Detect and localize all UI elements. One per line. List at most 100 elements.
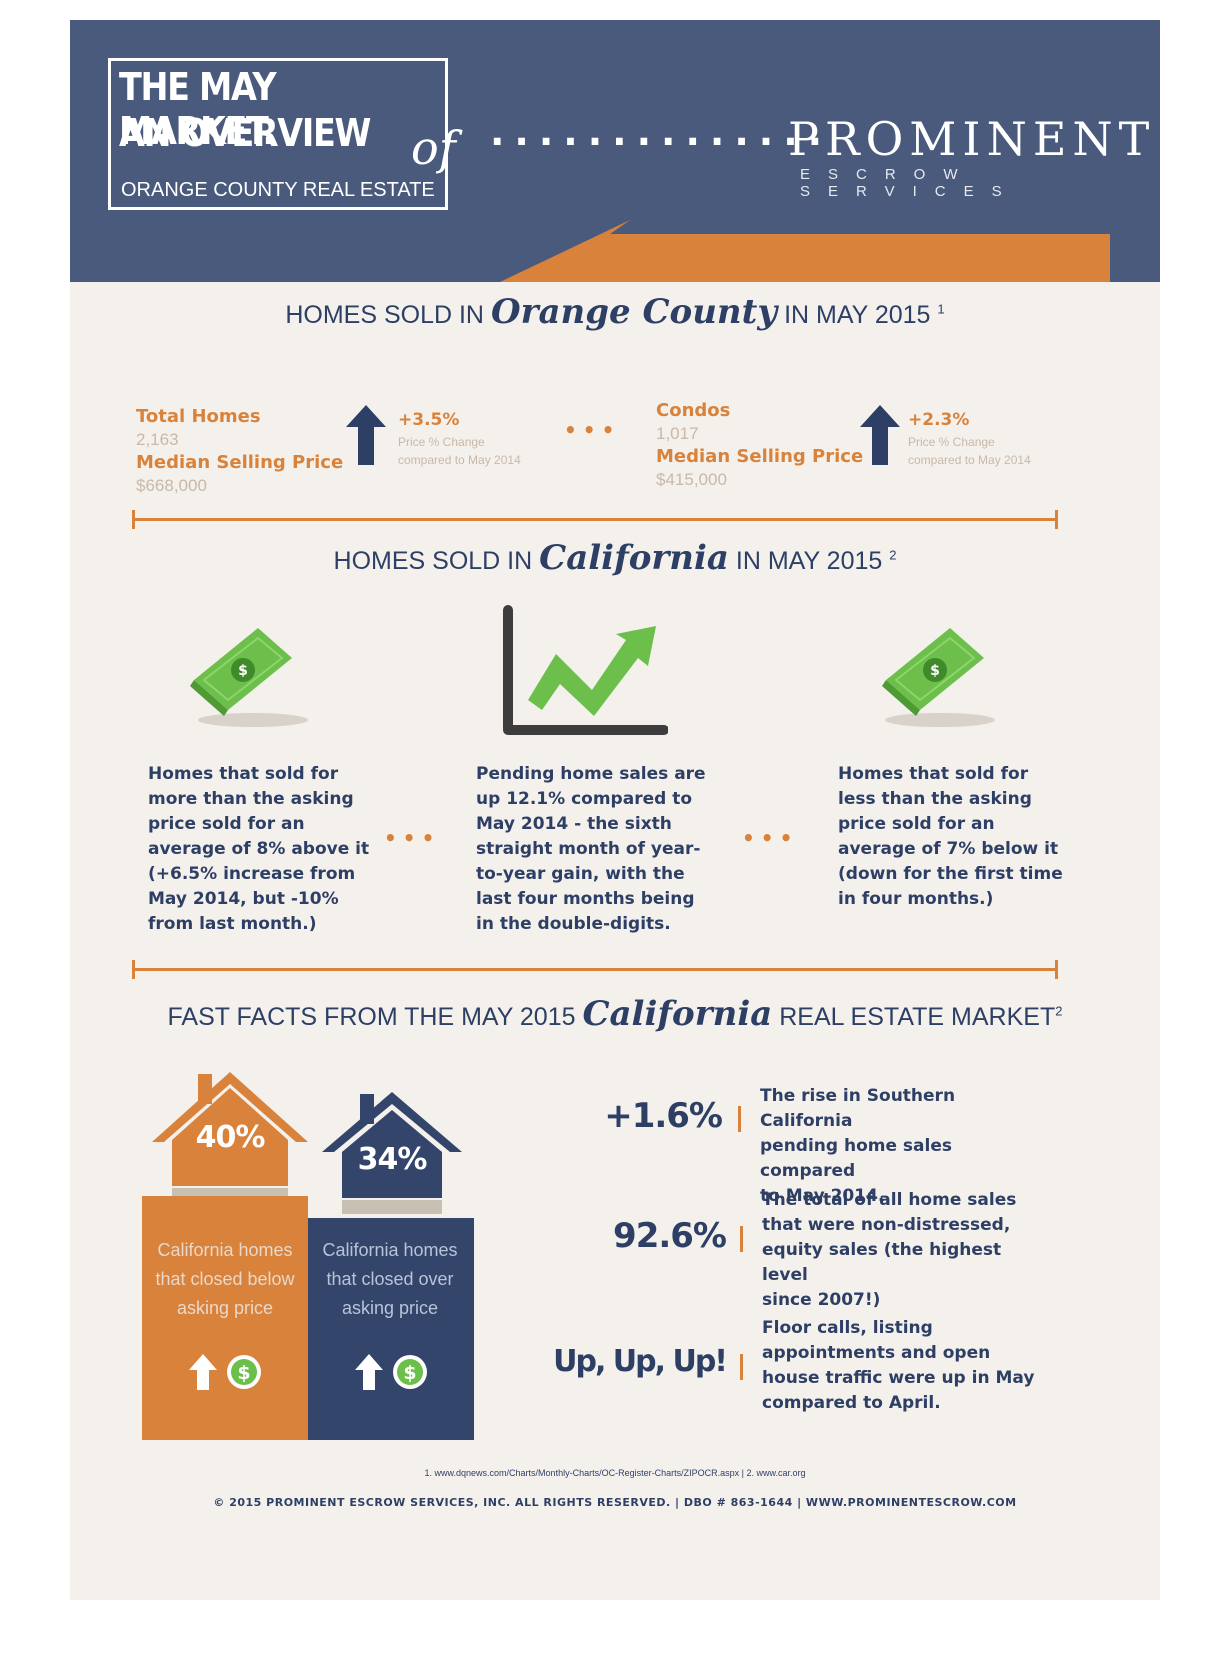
- text-line: (+6.5% increase from: [148, 864, 356, 884]
- text-line: Homes that sold for: [148, 764, 339, 784]
- text-line: in the double-digits.: [476, 914, 671, 934]
- header-stripe: [70, 220, 1160, 282]
- ff-title-script: California: [582, 994, 773, 1034]
- house-blue-icon: [322, 1092, 462, 1214]
- text-line: house traffic were up in May: [762, 1368, 1035, 1388]
- fact-3-text: Floor calls, listing appointments and op…: [762, 1316, 1042, 1416]
- text-line: pending home sales compared: [760, 1136, 952, 1181]
- ca-title-suffix: IN MAY 2015: [735, 547, 883, 575]
- caption-line: asking price: [176, 1298, 274, 1318]
- total-homes-value: 2,163: [136, 430, 179, 449]
- dollar-bill-icon: $: [882, 628, 995, 727]
- oc-median-price-value: $668,000: [136, 476, 207, 495]
- up-dollar-icon: $: [189, 1354, 261, 1390]
- text-line: May 2014, but -10%: [148, 889, 339, 909]
- ca-below-asking-text: Homes that sold for less than the asking…: [838, 762, 1078, 912]
- up-arrow-icon: [346, 405, 386, 465]
- text-line: compared to April.: [762, 1393, 941, 1413]
- house-orange-caption: California homes that closed below askin…: [145, 1236, 305, 1323]
- section-divider: [132, 960, 1058, 979]
- text-line: (down for the first time: [838, 864, 1063, 884]
- oc-median-price-label: Median Selling Price: [136, 452, 344, 473]
- oc-section-title: HOMES SOLD IN Orange County IN MAY 2015 …: [70, 292, 1160, 332]
- ca-title-script: California: [539, 538, 729, 578]
- text-line: from last month.): [148, 914, 317, 934]
- condos-change-note-1: Price % Change: [908, 435, 995, 449]
- orange-column: [142, 1196, 308, 1440]
- text-line: to-year gain, with the: [476, 864, 685, 884]
- text-line: average of 7% below it: [838, 839, 1059, 859]
- caption-line: that closed below: [155, 1269, 295, 1289]
- title-subtitle: ORANGE COUNTY REAL ESTATE: [121, 179, 435, 201]
- svg-text:$: $: [930, 663, 940, 679]
- title-line-1: THE MAY MARKET.: [119, 65, 277, 153]
- caption-line: that closed over: [326, 1269, 454, 1289]
- text-line: appointments and open: [762, 1343, 991, 1363]
- house-blue-caption: California homes that closed over asking…: [310, 1236, 470, 1323]
- text-line: price sold for an: [838, 814, 995, 834]
- header-dots: ..............: [490, 110, 833, 154]
- sources-footnote: 1. www.dqnews.com/Charts/Monthly-Charts/…: [424, 1468, 806, 1478]
- title-line-2: AN OVERVIEW: [119, 111, 371, 155]
- svg-text:$: $: [238, 663, 248, 679]
- ff-footnote-mark: 2: [1055, 1003, 1063, 1019]
- text-line: to May 2014.: [760, 1186, 885, 1206]
- title-box: THE MAY MARKET. AN OVERVIEW of ORANGE CO…: [108, 58, 456, 210]
- oc-separator-dots: •••: [564, 418, 621, 442]
- condos-change-note-2: compared to May 2014: [908, 453, 1031, 467]
- text-line: price sold for an: [148, 814, 305, 834]
- text-line: that were non-distressed,: [762, 1215, 1011, 1235]
- text-line: Homes that sold for: [838, 764, 1029, 784]
- text-line: The total of all home sales: [762, 1190, 1017, 1210]
- text-line: straight month of year-: [476, 839, 701, 859]
- ca-section-title: HOMES SOLD IN California IN MAY 2015 2: [70, 538, 1160, 578]
- text-line: more than the asking: [148, 789, 354, 809]
- svg-text:$: $: [237, 1362, 250, 1384]
- total-homes-change-note-2: compared to May 2014: [398, 453, 521, 467]
- ca-dots-2: •••: [742, 826, 799, 850]
- growth-chart-icon: [503, 605, 668, 735]
- text-line: since 2007!): [762, 1290, 881, 1310]
- fact-2-text: The total of all home sales that were no…: [762, 1188, 1042, 1313]
- copyright-line: © 2015 PROMINENT ESCROW SERVICES, INC. A…: [213, 1496, 1017, 1509]
- ca-footnote-mark: 2: [889, 547, 897, 563]
- oc-title-script: Orange County: [490, 292, 778, 332]
- ca-dots-1: •••: [384, 826, 441, 850]
- fact-2-number: 92.6%: [613, 1216, 727, 1256]
- up-arrow-icon: [860, 405, 900, 465]
- text-line: The rise in Southern California: [760, 1086, 956, 1131]
- text-line: in four months.): [838, 889, 994, 909]
- fast-facts-title: FAST FACTS FROM THE MAY 2015 California …: [70, 994, 1160, 1034]
- oc-title-suffix: IN MAY 2015: [784, 301, 931, 329]
- text-line: May 2014 - the sixth: [476, 814, 672, 834]
- house-orange-pct: 40%: [195, 1120, 266, 1155]
- oc-title-prefix: HOMES SOLD IN: [285, 301, 484, 329]
- up-dollar-icon: $: [355, 1354, 427, 1390]
- text-line: Floor calls, listing: [762, 1318, 933, 1338]
- oc-footnote-mark: 1: [937, 301, 945, 317]
- condos-label: Condos: [656, 400, 731, 421]
- total-homes-label: Total Homes: [136, 406, 261, 427]
- section-divider: [132, 510, 1058, 529]
- text-line: up 12.1% compared to: [476, 789, 693, 809]
- fact-1-text: The rise in Southern California pending …: [760, 1084, 1040, 1209]
- condos-change: +2.3%: [908, 410, 970, 430]
- total-homes-change: +3.5%: [398, 410, 460, 430]
- caption-line: California homes: [157, 1240, 293, 1260]
- logo-subtitle: ESCROW SERVICES: [800, 166, 1020, 200]
- blue-column: [308, 1218, 474, 1440]
- text-line: last four months being: [476, 889, 695, 909]
- fact-divider: [740, 1354, 743, 1380]
- text-line: equity sales (the highest level: [762, 1240, 1002, 1285]
- fact-divider: [740, 1226, 743, 1252]
- caption-line: asking price: [341, 1298, 439, 1318]
- ca-pending-sales-text: Pending home sales are up 12.1% compared…: [476, 762, 726, 937]
- total-homes-change-note-1: Price % Change: [398, 435, 485, 449]
- caption-line: California homes: [322, 1240, 458, 1260]
- condos-median-price-label: Median Selling Price: [656, 446, 864, 467]
- ca-over-asking-text: Homes that sold for more than the asking…: [148, 762, 378, 937]
- ff-title-prefix: FAST FACTS FROM THE MAY 2015: [167, 1003, 576, 1031]
- text-line: Pending home sales are: [476, 764, 706, 784]
- text-line: average of 8% above it: [148, 839, 370, 859]
- title-of: of: [411, 121, 456, 175]
